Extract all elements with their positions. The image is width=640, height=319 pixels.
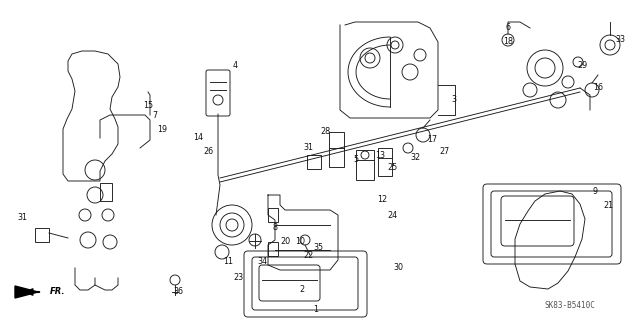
Text: 26: 26 xyxy=(203,147,213,157)
Text: 25: 25 xyxy=(387,164,397,173)
Polygon shape xyxy=(15,286,38,298)
Text: 35: 35 xyxy=(313,243,323,253)
Text: 31: 31 xyxy=(17,213,27,222)
Text: 22: 22 xyxy=(303,250,313,259)
Text: 19: 19 xyxy=(157,125,167,135)
Text: 7: 7 xyxy=(152,110,157,120)
Bar xyxy=(307,155,321,169)
Bar xyxy=(35,228,49,242)
Bar xyxy=(356,150,374,180)
Text: 9: 9 xyxy=(593,188,598,197)
Text: 28: 28 xyxy=(320,128,330,137)
Text: 8: 8 xyxy=(273,224,278,233)
Text: 31: 31 xyxy=(303,144,313,152)
Text: 5: 5 xyxy=(353,155,358,165)
Text: 3: 3 xyxy=(451,95,456,105)
Text: 15: 15 xyxy=(143,100,153,109)
Bar xyxy=(329,132,344,167)
Text: 18: 18 xyxy=(503,38,513,47)
Text: 13: 13 xyxy=(375,151,385,160)
Text: 21: 21 xyxy=(603,201,613,210)
Bar xyxy=(100,183,112,201)
Text: 6: 6 xyxy=(506,24,511,33)
Text: 32: 32 xyxy=(410,153,420,162)
Text: 24: 24 xyxy=(387,211,397,219)
Bar xyxy=(268,208,278,222)
Text: FR.: FR. xyxy=(50,286,65,295)
Text: SK83-B5410C: SK83-B5410C xyxy=(545,300,595,309)
Text: 4: 4 xyxy=(232,61,237,70)
Text: 17: 17 xyxy=(427,136,437,145)
Text: 1: 1 xyxy=(314,305,319,314)
Text: 16: 16 xyxy=(593,84,603,93)
Text: 10: 10 xyxy=(295,238,305,247)
Text: 27: 27 xyxy=(440,147,450,157)
Text: 2: 2 xyxy=(300,286,305,294)
Text: 29: 29 xyxy=(577,61,587,70)
Text: 30: 30 xyxy=(393,263,403,272)
Bar xyxy=(378,148,392,176)
Text: 34: 34 xyxy=(257,257,267,266)
Text: 11: 11 xyxy=(223,257,233,266)
Text: 36: 36 xyxy=(173,287,183,296)
Text: 14: 14 xyxy=(193,133,203,143)
Text: 23: 23 xyxy=(233,273,243,283)
Text: 33: 33 xyxy=(615,35,625,44)
Text: 12: 12 xyxy=(377,196,387,204)
Bar xyxy=(268,242,278,256)
Text: 20: 20 xyxy=(280,238,290,247)
